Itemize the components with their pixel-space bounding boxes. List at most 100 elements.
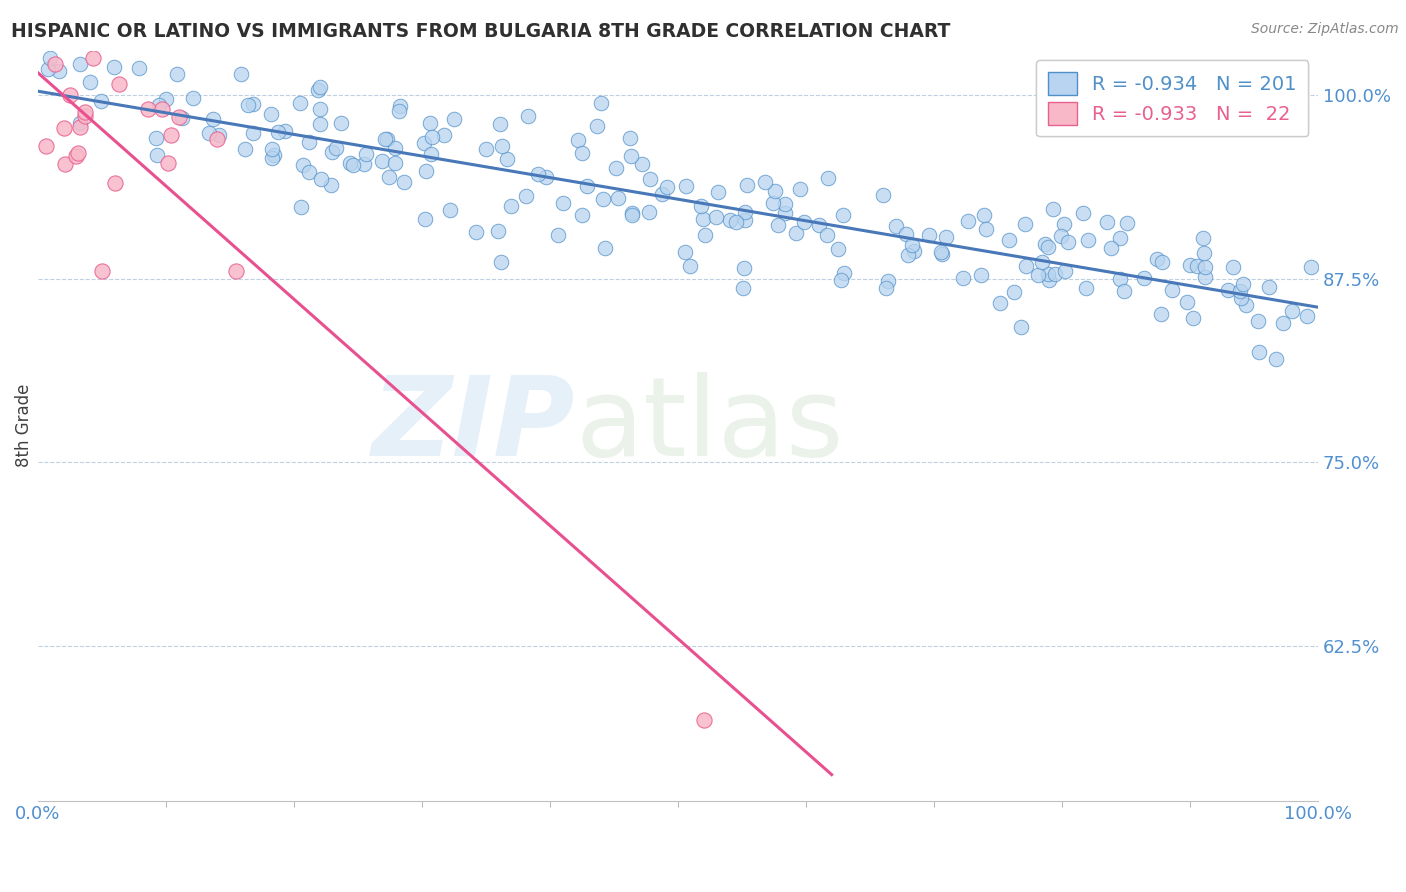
Point bbox=[1272, 316, 1295, 330]
Point bbox=[128, 61, 150, 75]
Point bbox=[388, 104, 411, 119]
Point bbox=[516, 109, 538, 123]
Point bbox=[789, 182, 811, 196]
Point bbox=[183, 91, 205, 105]
Point bbox=[356, 147, 378, 161]
Point bbox=[233, 142, 256, 156]
Point bbox=[567, 133, 589, 147]
Point bbox=[489, 117, 512, 131]
Point bbox=[1265, 352, 1288, 367]
Point bbox=[208, 128, 231, 142]
Point bbox=[817, 171, 839, 186]
Point bbox=[586, 120, 609, 134]
Point bbox=[1010, 320, 1032, 334]
Point bbox=[136, 102, 159, 116]
Point bbox=[413, 136, 436, 151]
Point bbox=[489, 255, 512, 269]
Point bbox=[576, 179, 599, 194]
Point bbox=[704, 211, 727, 225]
Point bbox=[527, 167, 550, 181]
Point bbox=[571, 208, 593, 222]
Point bbox=[1194, 260, 1216, 275]
Point bbox=[1002, 285, 1025, 299]
Point bbox=[384, 141, 406, 155]
Point bbox=[242, 97, 264, 112]
Point bbox=[734, 212, 756, 227]
Point bbox=[754, 175, 776, 189]
Point bbox=[725, 215, 748, 229]
Point bbox=[832, 208, 855, 222]
Point bbox=[1247, 314, 1270, 328]
Point bbox=[166, 67, 188, 81]
Point bbox=[775, 205, 797, 219]
Point bbox=[830, 273, 852, 287]
Point bbox=[1109, 231, 1132, 245]
Point bbox=[1116, 216, 1139, 230]
Point bbox=[1299, 260, 1322, 274]
Point bbox=[420, 129, 443, 144]
Point bbox=[1099, 240, 1122, 254]
Point bbox=[35, 139, 58, 153]
Point bbox=[59, 87, 82, 102]
Point bbox=[1295, 309, 1317, 323]
Point bbox=[339, 156, 361, 170]
Point bbox=[621, 208, 644, 222]
Point bbox=[321, 145, 343, 160]
Point bbox=[607, 191, 630, 205]
Text: Source: ZipAtlas.com: Source: ZipAtlas.com bbox=[1251, 22, 1399, 37]
Point bbox=[734, 204, 756, 219]
Point bbox=[1192, 246, 1215, 260]
Point bbox=[638, 172, 661, 186]
Point bbox=[637, 205, 659, 219]
Point bbox=[1109, 272, 1132, 286]
Point bbox=[571, 145, 593, 160]
Point bbox=[378, 170, 401, 185]
Point bbox=[90, 264, 112, 278]
Point bbox=[69, 116, 91, 130]
Point bbox=[551, 195, 574, 210]
Point bbox=[1281, 303, 1303, 318]
Point bbox=[706, 185, 728, 199]
Point bbox=[67, 145, 90, 160]
Point bbox=[82, 51, 104, 65]
Point bbox=[108, 78, 131, 92]
Point bbox=[718, 213, 741, 227]
Point bbox=[486, 224, 509, 238]
Point bbox=[44, 57, 66, 71]
Point bbox=[872, 187, 894, 202]
Point bbox=[1014, 259, 1036, 273]
Point bbox=[443, 112, 465, 126]
Point bbox=[762, 195, 785, 210]
Point bbox=[735, 178, 758, 193]
Point bbox=[307, 83, 329, 97]
Point bbox=[69, 120, 91, 135]
Point bbox=[415, 211, 437, 226]
Point bbox=[263, 148, 285, 162]
Point bbox=[1150, 255, 1173, 269]
Point bbox=[392, 175, 415, 189]
Point bbox=[69, 57, 91, 71]
Point bbox=[37, 62, 59, 77]
Point bbox=[145, 131, 167, 145]
Point bbox=[589, 96, 612, 111]
Point bbox=[1234, 297, 1257, 311]
Point bbox=[815, 228, 838, 243]
Point bbox=[884, 219, 907, 234]
Point bbox=[39, 52, 62, 66]
Point bbox=[621, 206, 644, 220]
Point bbox=[903, 244, 925, 259]
Point bbox=[547, 228, 569, 243]
Text: ZIP: ZIP bbox=[373, 372, 575, 479]
Point bbox=[1026, 268, 1049, 282]
Point bbox=[371, 153, 394, 168]
Point bbox=[997, 233, 1019, 247]
Point bbox=[495, 152, 517, 166]
Point bbox=[894, 227, 917, 241]
Point bbox=[1095, 215, 1118, 229]
Point bbox=[832, 267, 855, 281]
Point bbox=[515, 189, 537, 203]
Text: HISPANIC OR LATINO VS IMMIGRANTS FROM BULGARIA 8TH GRADE CORRELATION CHART: HISPANIC OR LATINO VS IMMIGRANTS FROM BU… bbox=[11, 22, 950, 41]
Point bbox=[651, 186, 673, 201]
Point bbox=[1180, 258, 1202, 272]
Point bbox=[104, 176, 127, 190]
